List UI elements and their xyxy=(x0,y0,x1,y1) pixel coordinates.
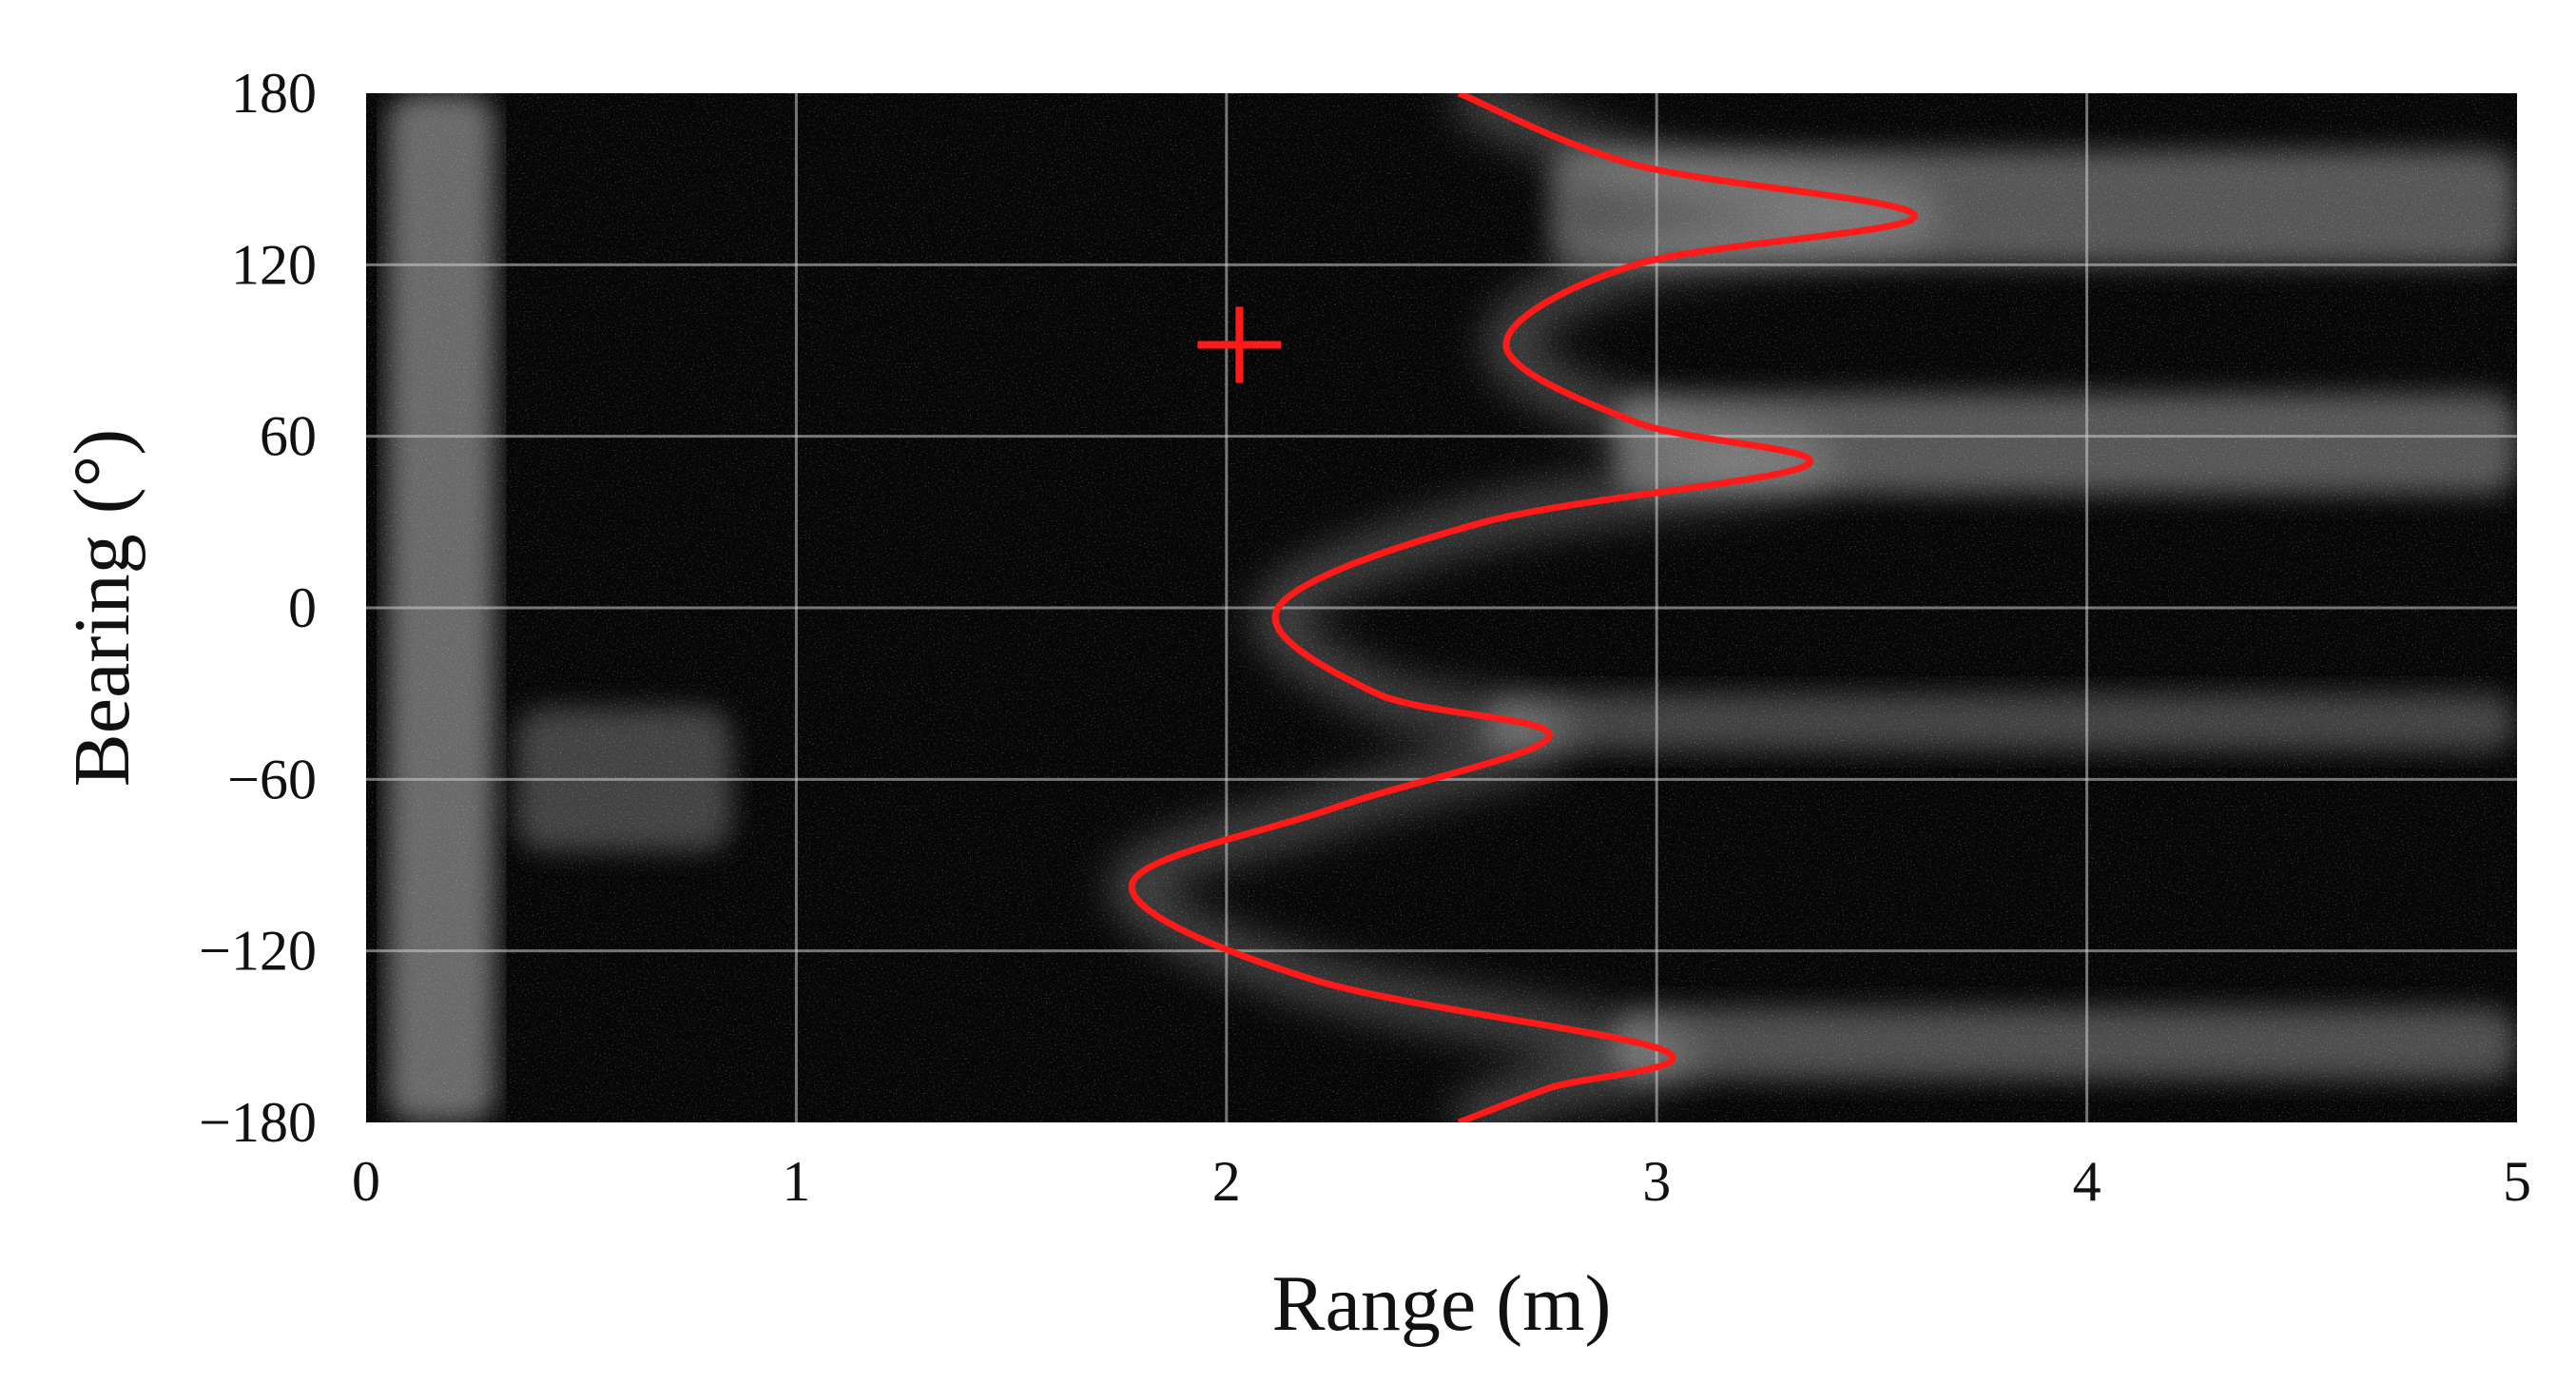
x-tick-label: 5 xyxy=(2503,1150,2531,1213)
y-tick-labels: 180 120 60 0 −60 −120 −180 xyxy=(199,62,317,1154)
y-tick-label: −180 xyxy=(199,1091,317,1154)
x-tick-labels: 0 1 2 3 4 5 xyxy=(352,1150,2531,1213)
x-tick-label: 4 xyxy=(2073,1150,2101,1213)
y-tick-label: 120 xyxy=(231,233,317,296)
y-tick-label: 180 xyxy=(231,62,317,125)
x-tick-label: 3 xyxy=(1642,1150,1671,1213)
x-tick-label: 1 xyxy=(782,1150,810,1213)
x-tick-label: 0 xyxy=(352,1150,380,1213)
red-curve xyxy=(1128,93,1919,1122)
y-axis-title: Bearing (°) xyxy=(58,429,146,787)
target-marker xyxy=(1197,306,1282,383)
y-tick-label: −120 xyxy=(199,920,317,983)
y-tick-label: 60 xyxy=(260,405,317,468)
y-tick-label: −60 xyxy=(227,748,317,810)
x-tick-label: 2 xyxy=(1212,1150,1241,1213)
x-axis-title: Range (m) xyxy=(1272,1259,1612,1348)
y-tick-label: 0 xyxy=(288,576,317,639)
